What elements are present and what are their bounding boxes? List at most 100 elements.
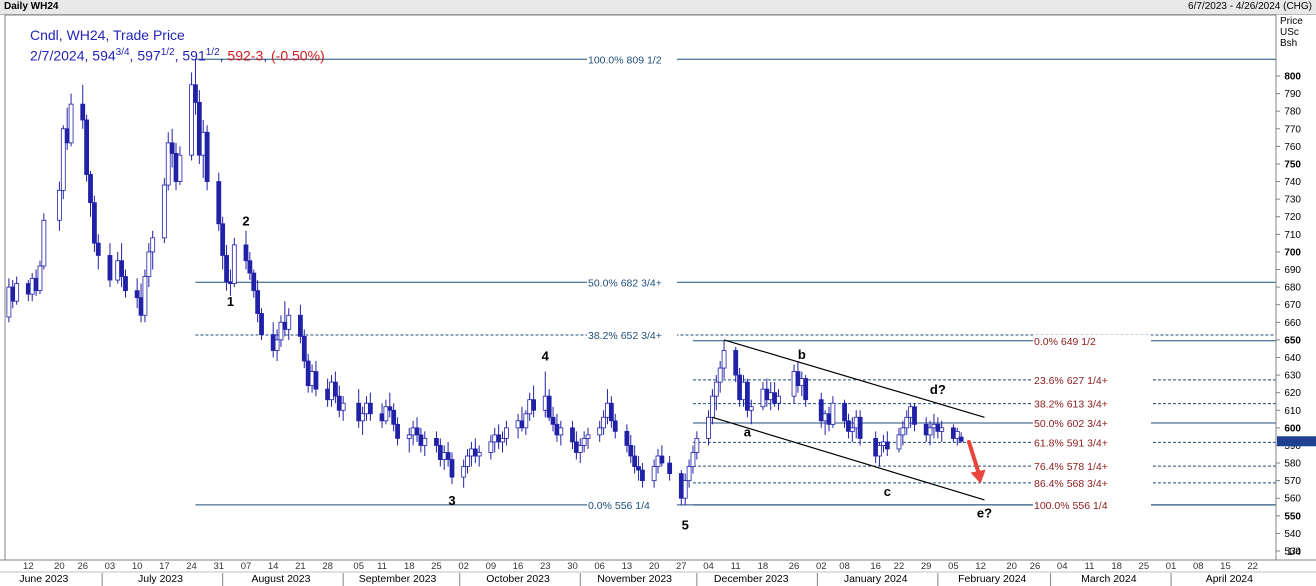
y-tick-label: 560 <box>1284 494 1301 505</box>
x-day-tick-label: 27 <box>676 561 687 572</box>
candle-body <box>64 128 70 144</box>
x-day-tick-label: 22 <box>894 561 905 572</box>
y-tick-label: 730 <box>1284 195 1301 206</box>
candle-body <box>220 223 226 256</box>
candle-body <box>500 438 505 443</box>
fib-label: 38.2% 652 3/4+ <box>588 330 662 342</box>
candle-body <box>659 455 665 464</box>
candle-body <box>329 381 334 401</box>
y-tick-label: 580 <box>1284 459 1301 470</box>
wave-label: d? <box>930 382 946 397</box>
candle-body <box>88 174 93 204</box>
x-day-tick-label: 08 <box>839 561 850 572</box>
candle-body <box>80 103 86 121</box>
candle-body <box>282 321 288 330</box>
candle-body <box>146 251 152 277</box>
x-day-tick-label: 06 <box>594 561 605 572</box>
x-day-tick-label: 29 <box>921 561 932 572</box>
candle-body <box>554 423 560 436</box>
candle-body <box>84 119 90 175</box>
candle-body <box>857 416 863 439</box>
fib-label-bg <box>1033 417 1151 430</box>
candle-body <box>177 154 183 182</box>
last-price-marker <box>1277 436 1316 447</box>
candle-body <box>123 276 128 292</box>
wave-label: a <box>744 424 752 439</box>
x-day-tick-label: 02 <box>458 561 469 572</box>
x-day-tick-label: 26 <box>1030 561 1041 572</box>
wave-label: c <box>884 484 891 499</box>
fib-label: 100.0% 556 1/4 <box>1034 500 1108 512</box>
candle-body <box>422 438 428 446</box>
candle-body <box>772 392 777 404</box>
wave-label: 4 <box>542 349 550 364</box>
candle-body <box>791 371 797 397</box>
candle-body <box>251 272 257 292</box>
y-tick-label: 670 <box>1284 300 1301 311</box>
candle-body <box>325 388 331 401</box>
candle-body <box>923 423 929 436</box>
x-month-label: February 2024 <box>958 573 1026 585</box>
forecast-arrow-shaft <box>966 439 981 475</box>
candle-body <box>764 388 770 401</box>
x-day-tick-label: 31 <box>213 561 224 572</box>
x-day-tick-label: 13 <box>622 561 633 572</box>
x-month-label: December 2023 <box>714 573 789 585</box>
channel-trendline <box>712 416 985 501</box>
candle-body <box>632 455 638 467</box>
x-day-tick-label: 11 <box>731 561 741 572</box>
candle-body <box>286 314 292 330</box>
candle-body <box>927 427 933 436</box>
window-title: Daily WH24 <box>4 1 59 12</box>
x-day-tick-label: 26 <box>77 561 88 572</box>
fib-label-bg <box>1033 436 1151 449</box>
fib-label: 38.2% 613 3/4+ <box>1034 399 1108 411</box>
candle-body <box>228 281 233 284</box>
high-frac: 1/2 <box>160 47 175 58</box>
price-axis-header-line: Bsh <box>1280 38 1298 49</box>
wave-label: e? <box>977 505 992 520</box>
candle-body <box>169 142 175 154</box>
candle-body <box>189 84 194 156</box>
y-tick-label: 640 <box>1284 353 1301 364</box>
x-day-tick-label: 02 <box>816 561 827 572</box>
price-axis-header: Price USc Bsh <box>1280 16 1303 49</box>
x-day-tick-label: 03 <box>105 561 116 572</box>
y-tick-label: 590 <box>1284 441 1301 452</box>
candle-body <box>29 277 35 295</box>
fib-label: 50.0% 682 3/4+ <box>588 277 662 289</box>
fib-label-bg <box>1033 476 1151 489</box>
candle-body <box>414 427 420 436</box>
candle-body <box>91 202 97 244</box>
y-tick-label: 690 <box>1284 265 1301 276</box>
candle-body <box>161 184 167 239</box>
wave-label: 3 <box>448 493 455 508</box>
candle-body <box>748 406 754 411</box>
fib-label-bg <box>587 53 677 66</box>
date-axis <box>0 560 1316 586</box>
candle-body <box>931 423 937 429</box>
candle-body <box>515 420 521 429</box>
candle-body <box>558 427 564 436</box>
x-day-tick-label: 04 <box>1057 561 1068 572</box>
candle-body <box>542 395 548 411</box>
y-tick-label: 630 <box>1284 371 1301 382</box>
price-axis-header-line: USc <box>1280 27 1299 38</box>
x-day-tick-label: 18 <box>758 561 769 572</box>
candle-body <box>904 416 910 429</box>
candle-body <box>332 381 338 397</box>
y-tick-label: 660 <box>1284 318 1301 329</box>
candle-body <box>418 434 424 446</box>
x-day-tick-label: 12 <box>23 561 34 572</box>
candle-body <box>694 438 700 453</box>
y-tick-label: 700 <box>1284 247 1301 258</box>
fib-label-bg <box>587 498 677 511</box>
candle-body <box>224 255 229 283</box>
channel-trendline <box>723 339 985 418</box>
open-value: 594 <box>92 47 116 64</box>
bar-date: 2/7/2024 <box>30 47 85 64</box>
fib-label: 50.0% 602 3/4+ <box>1034 418 1108 430</box>
forecast-arrow-head <box>970 469 986 484</box>
fib-label-bg <box>1033 460 1151 473</box>
